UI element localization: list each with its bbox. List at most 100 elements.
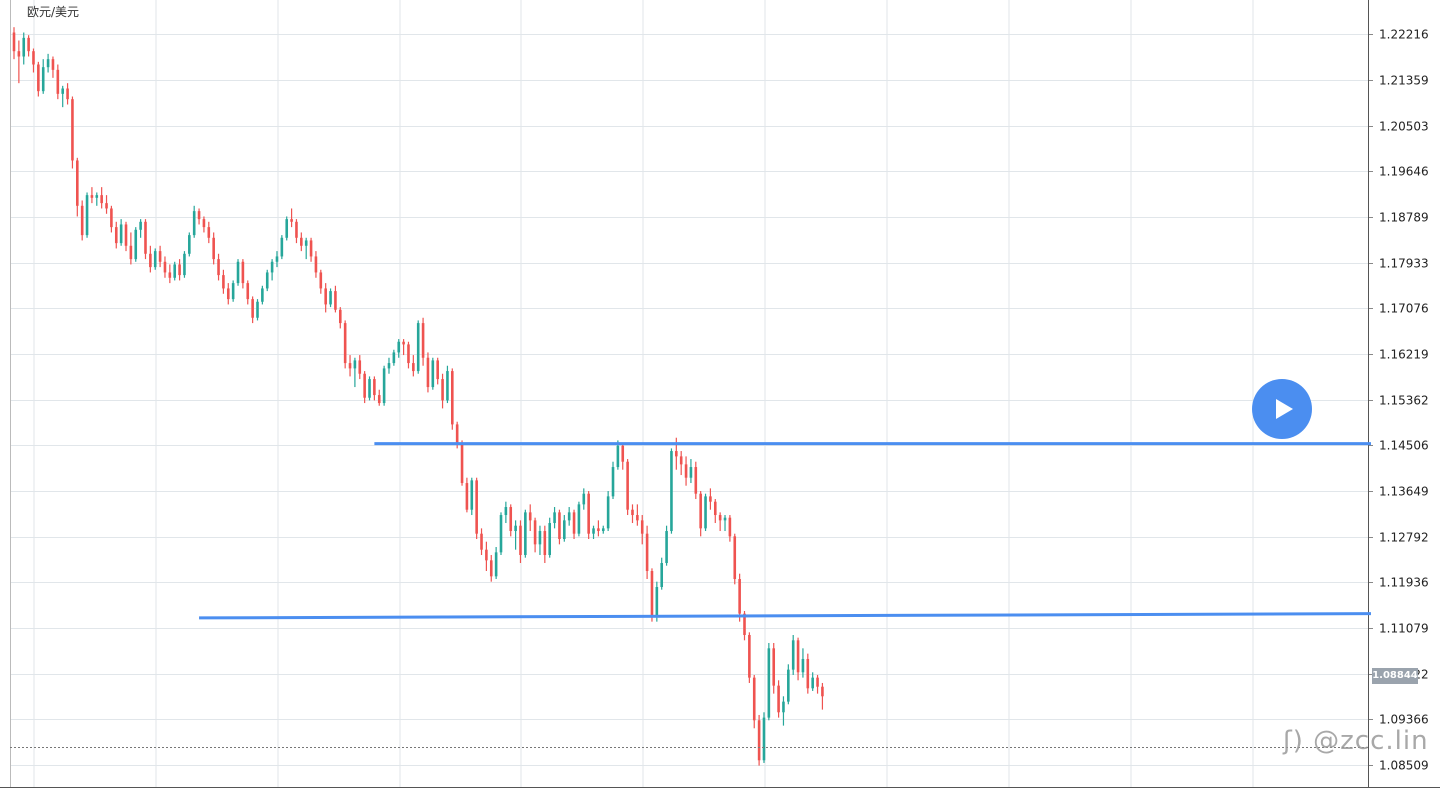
candle [241,259,245,289]
y-axis-tick-label: 1.11936 [1379,576,1429,590]
candle [601,525,605,534]
play-button[interactable] [1252,379,1312,439]
candle [105,195,108,214]
candle [499,512,503,556]
candle [149,245,152,273]
candle [421,317,425,366]
candle [76,157,79,217]
candle [207,221,211,244]
candle [27,35,30,57]
candle [772,642,776,694]
candle [509,504,513,537]
candle [548,517,551,558]
candle [704,493,707,532]
candle [295,219,298,244]
candle [694,461,698,500]
candle [90,187,94,204]
candle [762,712,766,763]
current-price-tag: 1.08844 [1372,668,1418,684]
candle [392,349,396,366]
candle [718,512,722,532]
candle [592,525,595,540]
candle [699,491,702,537]
candle [728,515,732,542]
candle [538,525,542,556]
candle [528,504,532,532]
candle [261,285,264,305]
play-icon [1276,399,1293,419]
candle [324,283,327,313]
candle [431,357,435,390]
candle [280,235,284,260]
candle [202,216,206,233]
candle [251,296,254,324]
candle [752,674,756,729]
candle [17,40,21,84]
candle [377,389,381,406]
candle [319,269,323,294]
candle [368,376,371,401]
y-axis-tick-label: 1.19646 [1379,165,1429,179]
candle [811,672,814,691]
candle [373,376,376,401]
y-axis-tick-label: 1.08509 [1379,759,1429,773]
candle [470,477,474,516]
y-axis-tick-label: 1.09366 [1379,713,1429,727]
candle [816,674,819,694]
candle [309,237,313,262]
candle [460,440,464,486]
candle [358,355,362,380]
candle [212,232,215,265]
y-axis-tick-label: 1.17076 [1379,302,1429,316]
y-axis-tick-label: 1.20503 [1379,120,1429,134]
support-line [199,612,1371,620]
candle [757,714,761,766]
candle [489,555,493,582]
candle [363,371,366,404]
candle [51,56,55,78]
candle [709,488,712,510]
candle [256,299,259,321]
candle [616,440,620,470]
candle [158,245,162,268]
candle [665,525,668,566]
candle [787,664,790,705]
candle [173,261,177,281]
candle [334,285,337,313]
candle [684,456,688,486]
candle [738,573,741,622]
candle [801,648,805,678]
candle [689,459,693,484]
candle [806,653,810,694]
candle [129,232,133,265]
candle [519,520,522,564]
candle [553,507,556,529]
candle [153,248,157,270]
candle [679,451,683,476]
candle [791,634,795,675]
candle [338,307,342,329]
candle [631,504,634,524]
candle [582,488,586,510]
candle [100,187,103,209]
candle [587,491,590,540]
candle [134,227,138,262]
candle [465,477,469,513]
candle [110,205,113,233]
candle [275,251,279,268]
candle [733,533,737,585]
candle [626,459,629,516]
candle [670,448,673,534]
candle [821,682,824,710]
candle [226,283,230,305]
candle [577,501,581,537]
candle [480,528,483,556]
candle [270,259,274,281]
candle [37,61,40,97]
y-axis-tick-label: 1.13649 [1379,485,1429,499]
candle [543,525,547,564]
candle [304,237,308,260]
candle [168,264,172,284]
candle [402,339,405,356]
